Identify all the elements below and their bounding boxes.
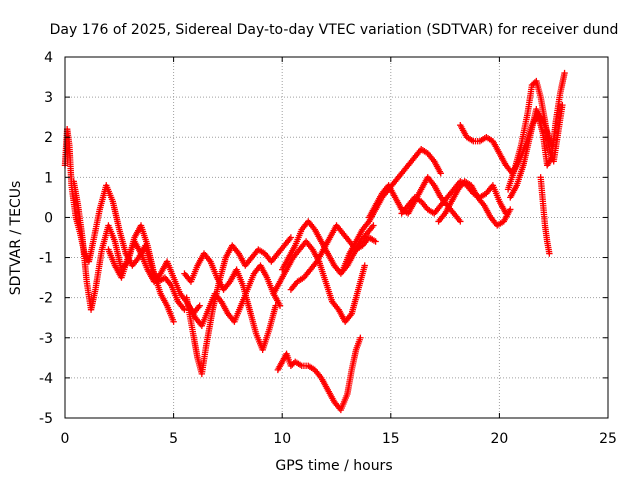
y-tick-label: -3 [39,331,53,347]
y-tick-label: -1 [39,251,53,267]
y-tick-label: -4 [39,371,53,387]
data-point [559,101,566,109]
data-point [357,334,364,341]
data-point [276,302,284,309]
y-tick-label: 3 [44,90,53,106]
plot-frame [64,56,609,419]
grid [65,57,608,418]
x-tick-label: 20 [490,431,508,447]
data-point [457,218,464,225]
series-sat-r [537,174,553,257]
series-sat-h [274,334,364,414]
data-point [170,318,177,325]
x-tick-label: 10 [273,431,291,447]
y-tick-label: 0 [44,210,53,226]
y-axis-label: SDTVAR / TECUs [8,181,24,296]
series-sat-g [270,238,368,325]
data-point [561,69,568,77]
series-sat-e [181,250,279,354]
data-point [437,170,444,177]
axis-ticks: 0 5 10 15 20 25 -5 -4 -3 -2 -1 0 1 2 3 4 [39,50,617,447]
chart-title: Day 176 of 2025, Sidereal Day-to-day VTE… [50,22,619,38]
data-point [196,302,203,309]
x-axis-label: GPS time / hours [275,458,392,474]
data-point [372,238,379,245]
y-tick-label: 1 [44,170,53,186]
y-tick-label: -5 [39,411,53,427]
y-tick-label: 2 [44,130,53,146]
y-tick-label: -2 [39,291,53,307]
series-sat-n [435,178,514,229]
data-points [61,69,568,414]
data-point [287,234,295,241]
data-point [507,206,514,213]
series-sat-j [287,222,379,293]
data-point [361,262,368,269]
x-tick-label: 0 [61,431,70,447]
series-sat-q [507,69,568,201]
x-tick-label: 15 [382,431,400,447]
data-point [370,222,377,229]
series-sat-f [185,262,284,329]
y-tick-label: 4 [44,50,53,66]
x-tick-label: 25 [599,431,617,447]
x-tick-label: 5 [169,431,178,447]
data-point [181,306,188,313]
data-point [546,250,553,257]
series-sat-m [398,178,510,217]
